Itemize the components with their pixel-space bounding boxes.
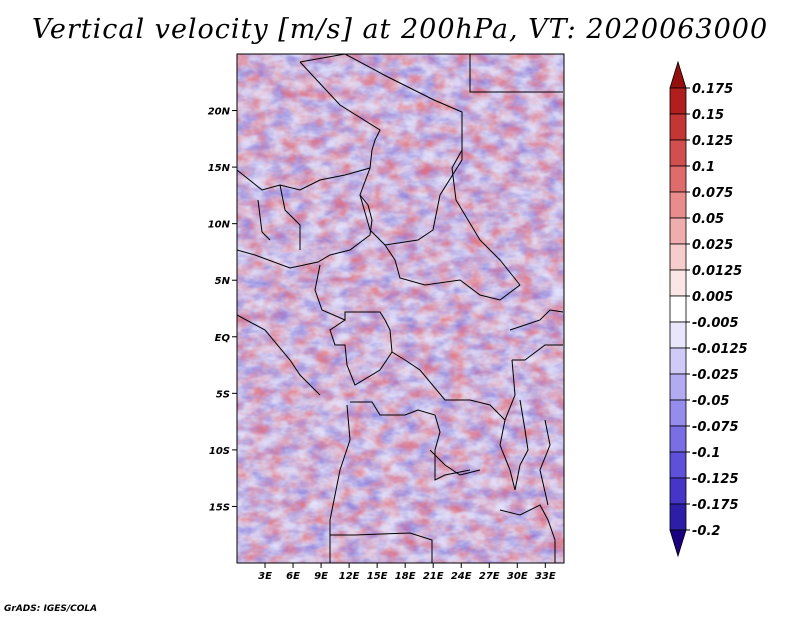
colorbar-box <box>669 191 687 219</box>
colorbar-label: -0.0125 <box>692 342 748 357</box>
colorbar-box <box>669 399 687 427</box>
chart-title: Vertical velocity [m/s] at 200hPa, VT: 2… <box>31 14 769 45</box>
colorbar-label: 0.025 <box>692 238 733 253</box>
x-tick-label: 33E <box>535 571 556 582</box>
colorbar-label: 0.0125 <box>692 264 742 279</box>
colorbar-label: 0.05 <box>692 212 724 227</box>
x-tick-label: 9E <box>314 571 328 582</box>
y-tick-label: 5N <box>215 276 231 287</box>
vertical-velocity-field <box>237 54 564 563</box>
x-tick-label: 24E <box>451 571 472 582</box>
x-tick-label: 3E <box>258 571 272 582</box>
colorbar-box <box>669 321 687 349</box>
x-tick-label: 30E <box>507 571 528 582</box>
x-axis: 3E 6E 9E 12E 15E 18E 21E 24E 27E 30E 33E <box>258 563 556 582</box>
x-tick-label: 18E <box>395 571 416 582</box>
colorbar-label: 0.005 <box>692 290 733 305</box>
colorbar-box <box>669 87 687 115</box>
colorbar-box <box>669 139 687 167</box>
colorbar-label: 0.15 <box>692 108 724 123</box>
colorbar-box <box>669 373 687 401</box>
colorbar-box <box>669 503 687 531</box>
colorbar-label: -0.175 <box>692 498 739 513</box>
colorbar-label: 0.125 <box>692 134 733 149</box>
country-borders <box>237 54 564 563</box>
colorbar-label: -0.025 <box>692 368 739 383</box>
colorbar-label: 0.075 <box>692 186 733 201</box>
colorbar-label: 0.175 <box>692 82 733 97</box>
colorbar: 0.175 0.15 0.125 0.1 0.075 0.05 0.025 0.0125 0.0… <box>669 60 748 558</box>
x-tick-label: 21E <box>423 571 444 582</box>
y-tick-label: 10N <box>208 220 231 231</box>
colorbar-box <box>669 425 687 453</box>
x-tick-label: 6E <box>286 571 300 582</box>
colorbar-box <box>669 295 687 323</box>
y-tick-label: 5S <box>216 389 230 400</box>
colorbar-box <box>669 243 687 271</box>
colorbar-label: -0.125 <box>692 472 739 487</box>
colorbar-label: -0.1 <box>692 446 720 461</box>
colorbar-box <box>669 113 687 141</box>
y-axis: 20N 15N 10N 5N EQ 5S 10S 15S <box>208 107 237 513</box>
colorbar-box <box>669 477 687 505</box>
colorbar-top-triangle <box>669 60 687 89</box>
colorbar-bottom-triangle <box>669 529 687 558</box>
colorbar-label: -0.2 <box>692 524 720 539</box>
colorbar-label: 0.1 <box>692 160 715 175</box>
y-tick-label: 20N <box>208 107 231 118</box>
colorbar-label: -0.05 <box>692 394 729 409</box>
y-tick-label: EQ <box>215 333 231 344</box>
grads-credit: GrADS: IGES/COLA <box>4 604 98 614</box>
plot-frame <box>236 53 565 564</box>
colorbar-label: -0.075 <box>692 420 739 435</box>
colorbar-box <box>669 269 687 297</box>
x-tick-label: 15E <box>367 571 388 582</box>
colorbar-box <box>669 451 687 479</box>
colorbar-box <box>669 347 687 375</box>
colorbar-box <box>669 165 687 193</box>
x-tick-label: 27E <box>479 571 500 582</box>
y-tick-label: 10S <box>209 446 230 457</box>
colorbar-box <box>669 217 687 245</box>
y-tick-label: 15N <box>208 163 231 174</box>
x-tick-label: 12E <box>339 571 360 582</box>
colorbar-label: -0.005 <box>692 316 739 331</box>
y-tick-label: 15S <box>209 502 230 513</box>
